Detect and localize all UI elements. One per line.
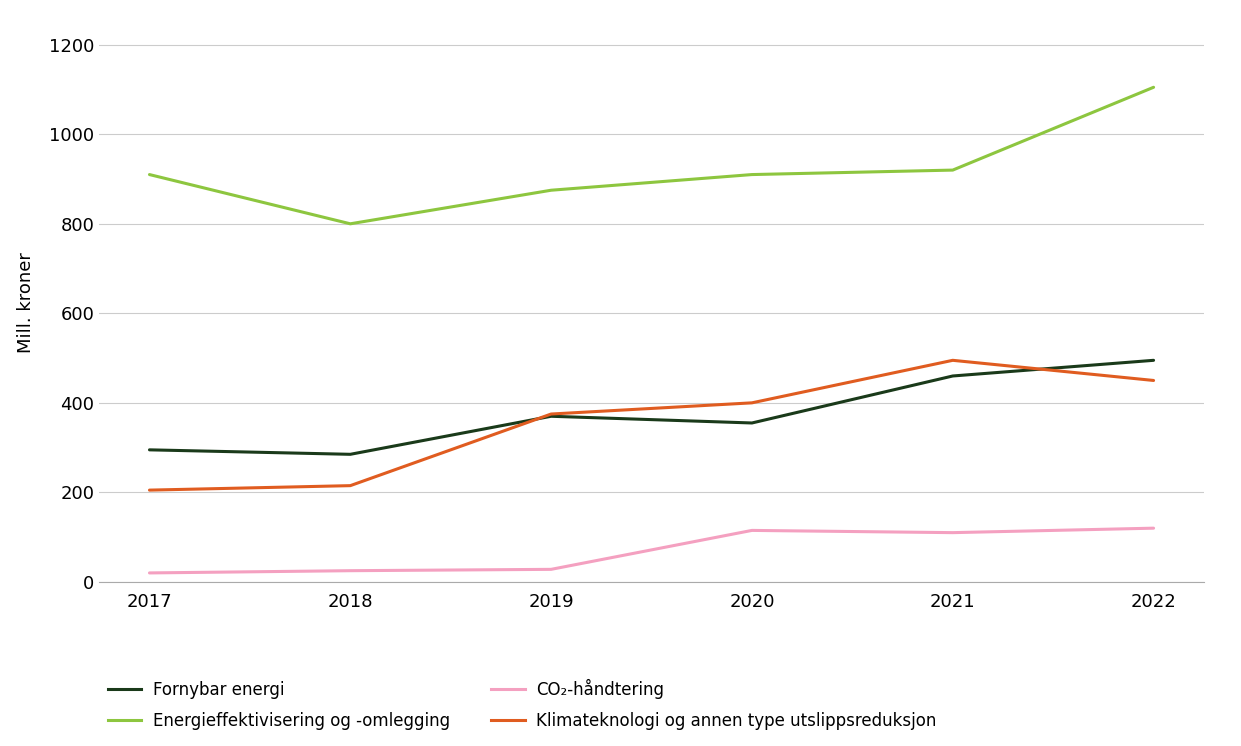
Y-axis label: Mill. kroner: Mill. kroner — [17, 251, 35, 353]
Legend: Fornybar energi, Energieffektivisering og -omlegging, CO₂-håndtering, Klimatekno: Fornybar energi, Energieffektivisering o… — [108, 679, 937, 730]
